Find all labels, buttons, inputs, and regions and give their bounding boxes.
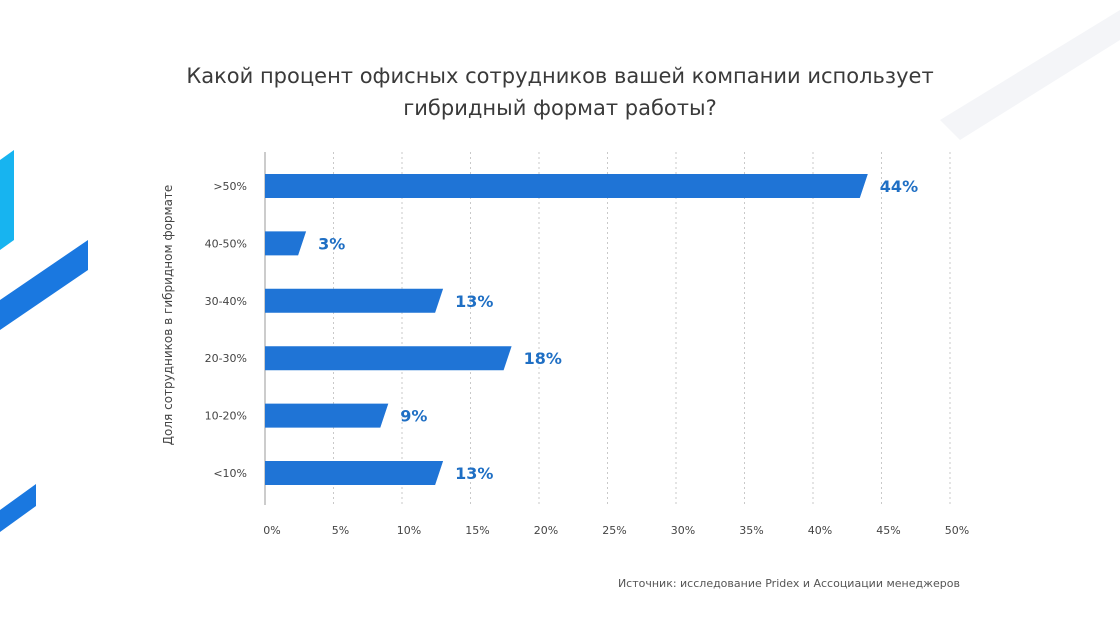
deco-stripe-blue bbox=[0, 240, 88, 330]
deco-stripe-cyan bbox=[0, 150, 14, 250]
category-label: 10-20% bbox=[205, 410, 247, 423]
grid-lines bbox=[264, 152, 951, 505]
x-tick-labels: 0% 5% 10% 15% 20% 25% 30% 35% 40% 45% 50% bbox=[263, 524, 969, 537]
category-labels: >50% 40-50% 30-40% 20-30% 10-20% <10% bbox=[205, 180, 247, 480]
x-tick-label: 5% bbox=[332, 524, 349, 537]
x-tick-label: 45% bbox=[876, 524, 900, 537]
x-tick-label: 0% bbox=[263, 524, 280, 537]
bar bbox=[265, 288, 444, 313]
chart-title: Какой процент офисных сотрудников вашей … bbox=[150, 60, 970, 124]
source-note: Источник: исследование Pridex и Ассоциац… bbox=[617, 577, 960, 590]
category-label: 40-50% bbox=[205, 237, 247, 250]
category-label: >50% bbox=[213, 180, 247, 193]
x-tick-label: 10% bbox=[397, 524, 421, 537]
chart-title-line1: Какой процент офисных сотрудников вашей … bbox=[186, 64, 934, 88]
chart-title-line2: гибридный формат работы? bbox=[403, 96, 717, 120]
bar bbox=[265, 174, 868, 198]
bar bbox=[265, 231, 307, 256]
x-tick-label: 25% bbox=[602, 524, 626, 537]
deco-stripe-light bbox=[940, 10, 1120, 140]
bar bbox=[265, 346, 512, 371]
bar bbox=[265, 461, 444, 485]
category-label: 20-30% bbox=[205, 352, 247, 365]
value-label: 18% bbox=[524, 349, 562, 368]
x-tick-label: 50% bbox=[945, 524, 969, 537]
x-tick-label: 15% bbox=[465, 524, 489, 537]
x-tick-label: 40% bbox=[808, 524, 832, 537]
category-label: <10% bbox=[213, 467, 247, 480]
bar bbox=[265, 403, 389, 428]
bars bbox=[265, 174, 868, 485]
value-label: 44% bbox=[880, 177, 918, 196]
value-label: 13% bbox=[455, 292, 493, 311]
value-label: 13% bbox=[455, 464, 493, 483]
x-tick-label: 20% bbox=[534, 524, 558, 537]
category-label: 30-40% bbox=[205, 295, 247, 308]
x-tick-label: 35% bbox=[739, 524, 763, 537]
value-label: 9% bbox=[400, 407, 427, 426]
value-label: 3% bbox=[318, 234, 345, 253]
value-labels: 44% 3% 13% 18% 9% 13% bbox=[318, 177, 918, 483]
x-tick-label: 30% bbox=[671, 524, 695, 537]
deco-stripe-blue-small bbox=[0, 484, 36, 532]
